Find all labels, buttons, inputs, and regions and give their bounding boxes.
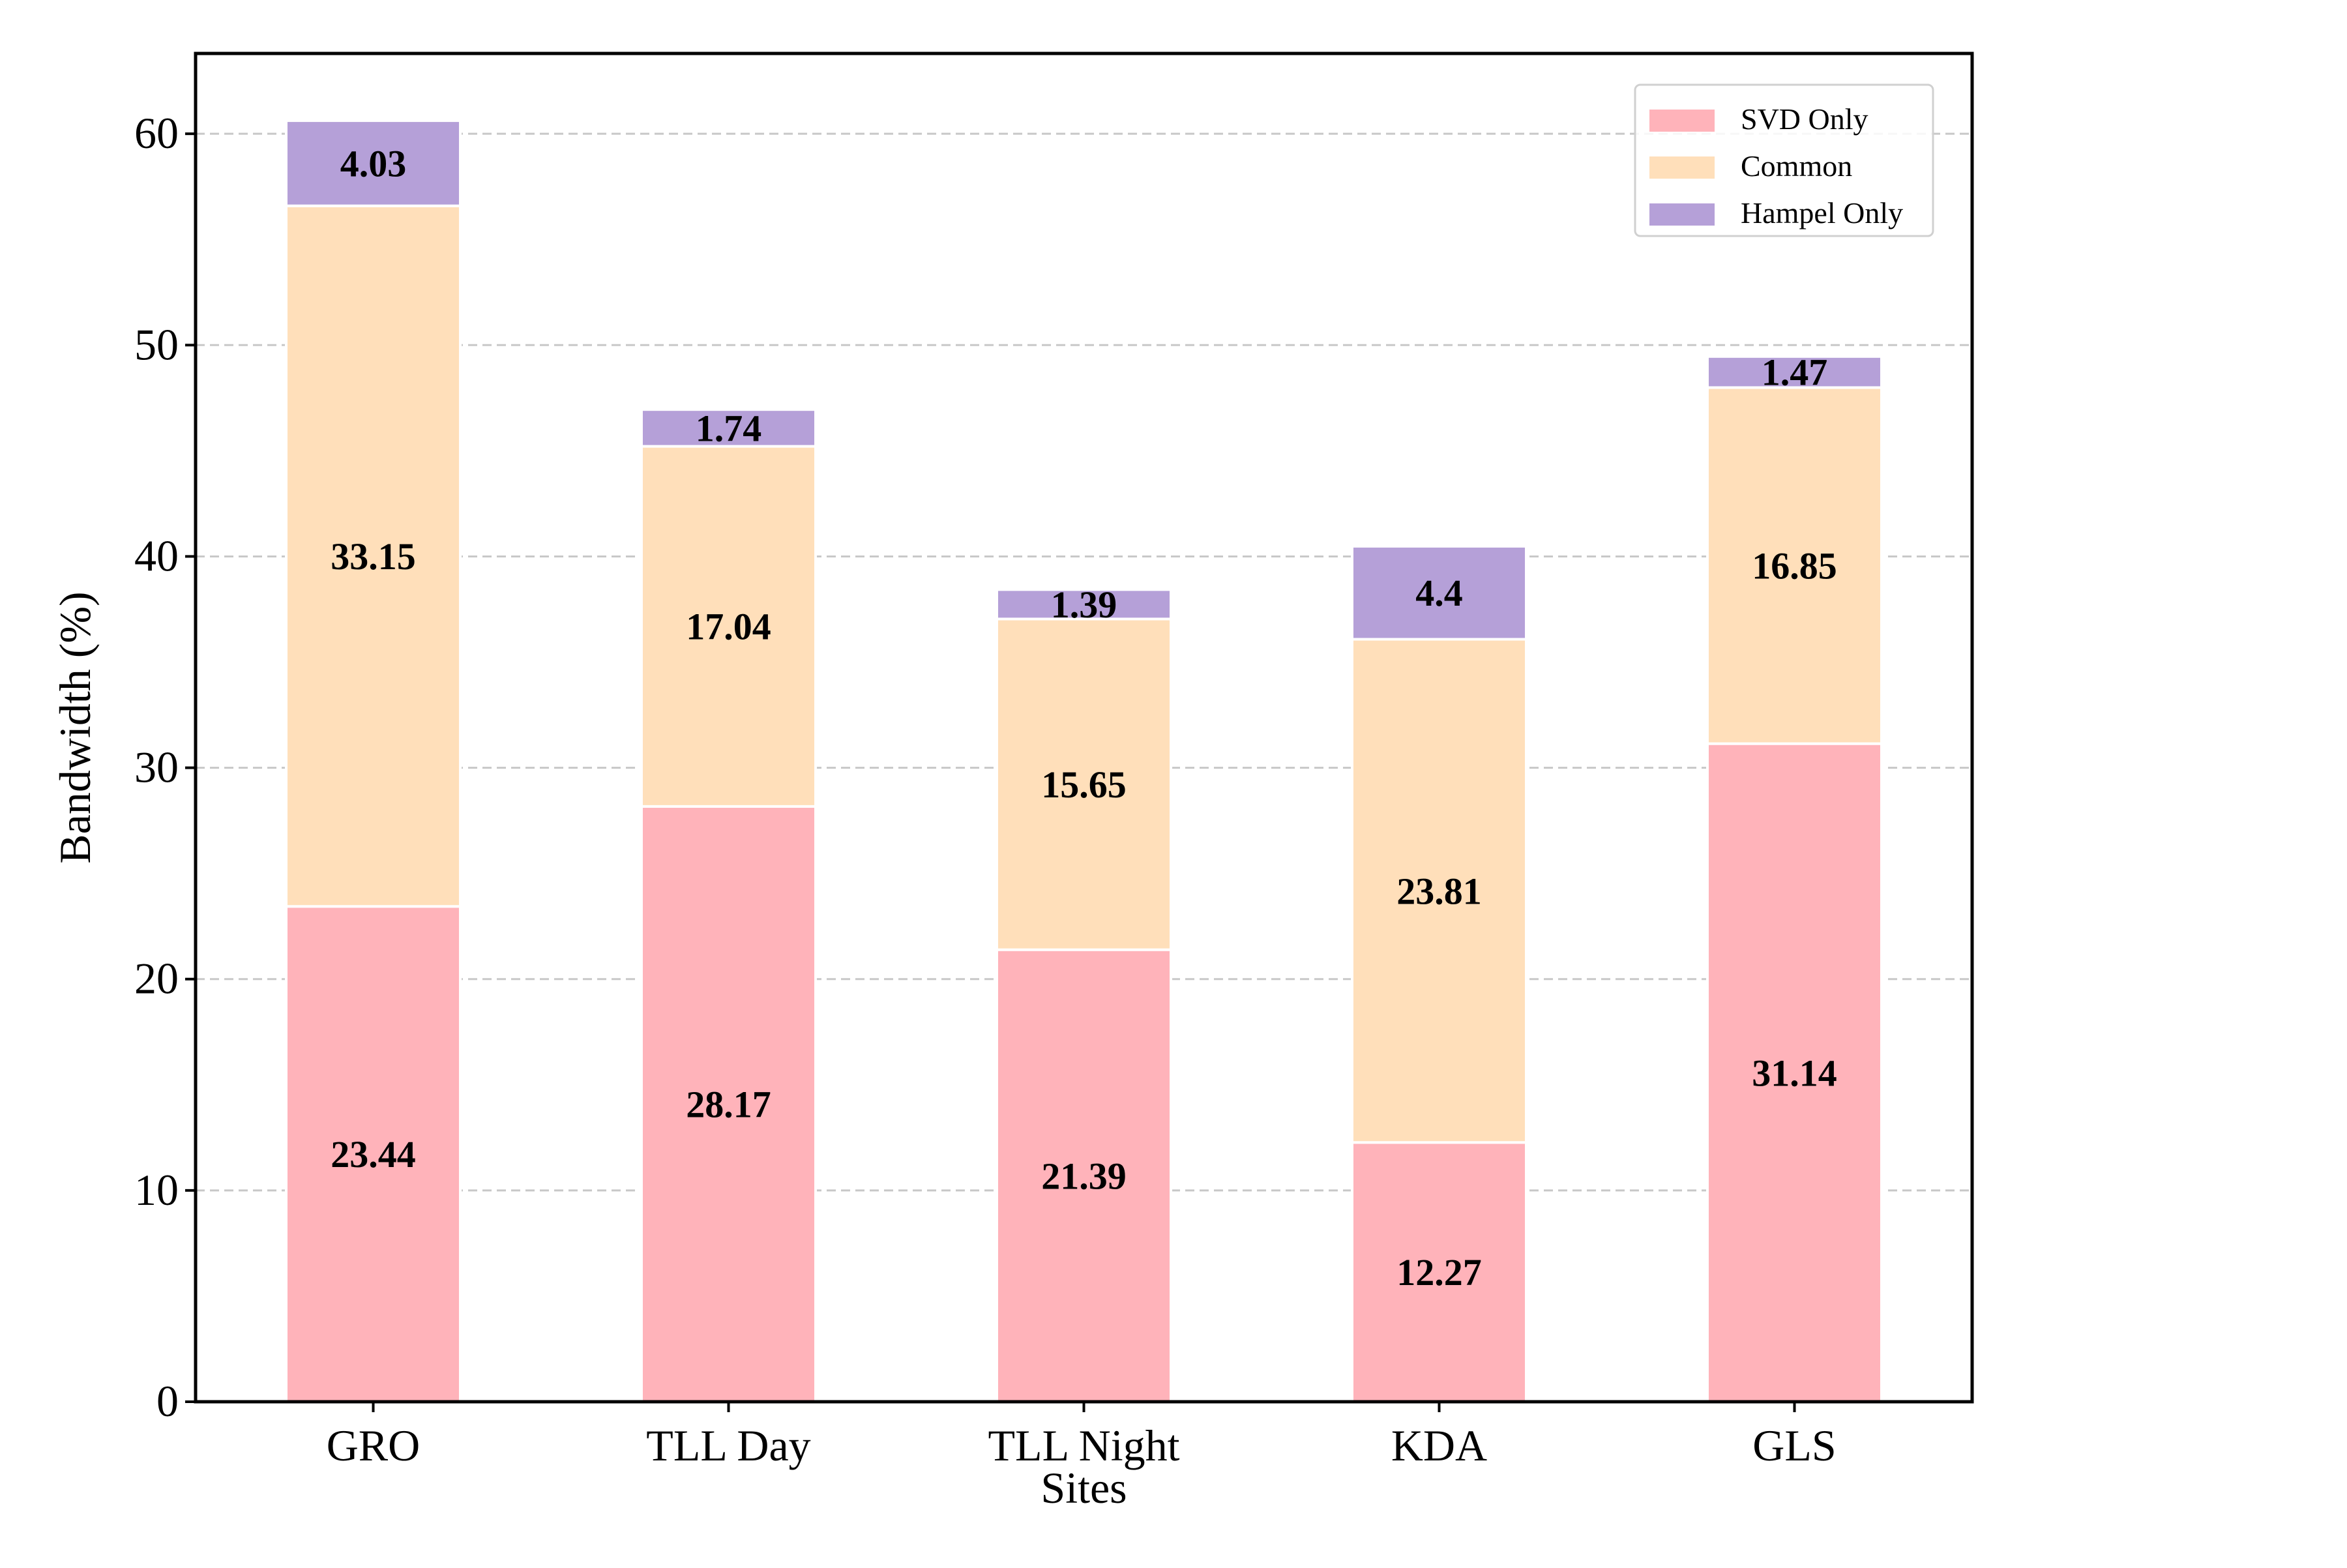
y-tick-label: 40 [134,531,179,580]
x-tick-label: TLL Day [646,1421,810,1470]
bar-value-label: 4.4 [1415,572,1463,614]
legend-swatch [1649,156,1715,179]
x-axis-title: Sites [1041,1463,1127,1513]
bar-value-label: 17.04 [686,606,771,648]
bar-segment [1350,638,1528,1144]
x-axis: GRO TLL Day TLL Night KDA GLS [327,1402,1837,1470]
bar-labels-layer: 23.44 33.15 4.03 28.17 17.04 1.74 21.39 15.65 1.… [331,142,1837,1294]
bar-value-label: 28.17 [686,1083,771,1125]
x-tick-label: KDA [1391,1421,1487,1470]
bar-segment [640,408,818,448]
bar-value-label: 33.15 [331,535,416,578]
bar-segment [1350,544,1528,641]
y-tick-label: 0 [156,1376,179,1426]
y-axis-title: Bandwidth (%) [50,591,100,863]
x-tick-label: GLS [1752,1421,1836,1470]
y-tick-label: 50 [134,319,179,369]
legend-label: Hampel Only [1741,196,1903,229]
bar-segment [995,617,1173,951]
bar-value-label: 23.44 [331,1133,416,1176]
bar-value-label: 23.81 [1396,870,1482,912]
bar-value-label: 15.65 [1041,763,1127,806]
legend-swatch [1649,110,1715,132]
bar-segment [1705,355,1883,389]
bar-segment [640,805,818,1403]
x-tick-label: GRO [327,1421,421,1470]
bar-value-label: 4.03 [340,142,407,185]
bar-value-label: 1.39 [1051,584,1117,626]
y-tick-label: 10 [134,1165,179,1215]
bar-value-label: 1.47 [1762,351,1828,394]
legend-label: SVD Only [1741,102,1868,136]
bar-segment [1705,742,1883,1404]
bar-value-label: 21.39 [1041,1155,1127,1197]
bar-segment [995,948,1173,1403]
bar-value-label: 16.85 [1752,545,1837,587]
bar-segment [284,905,462,1403]
bar-segment [284,119,462,207]
bar-value-label: 12.27 [1396,1251,1482,1294]
y-tick-label: 60 [134,108,179,158]
legend: SVD Only Common Hampel Only [1634,83,1934,237]
y-axis: 0 10 20 30 40 50 60 [134,108,196,1426]
bar-value-label: 31.14 [1752,1052,1837,1094]
legend-swatch [1649,203,1715,226]
bar-value-label: 1.74 [696,407,762,449]
x-tick-label: TLL Night [988,1421,1180,1470]
bar-segment [1705,386,1883,745]
bar-segment [995,588,1173,621]
bars-layer [284,119,1883,1404]
y-tick-label: 30 [134,743,179,792]
bar-segment [640,445,818,808]
legend-label: Common [1741,149,1852,183]
y-tick-label: 20 [134,954,179,1003]
